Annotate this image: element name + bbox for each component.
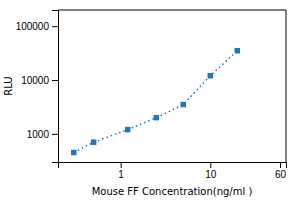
frame xyxy=(286,10,287,162)
marker xyxy=(235,48,240,53)
axis-line xyxy=(52,11,59,163)
tick: 1 xyxy=(118,162,124,180)
marker xyxy=(91,139,96,144)
line xyxy=(74,51,237,153)
tick: 1000 xyxy=(27,129,58,140)
y-axis-title: RLU xyxy=(3,76,14,95)
tick: 10 xyxy=(205,162,217,180)
tick: 100000 xyxy=(16,21,58,32)
tick-mark xyxy=(121,162,122,168)
y-axis: 1000 10000 100000 xyxy=(16,11,59,163)
marker xyxy=(125,127,130,132)
tick: 10000 xyxy=(21,75,58,86)
marker xyxy=(208,73,213,78)
plot: 1 10 60 1000 10000 100000 xyxy=(16,10,287,180)
axis-line xyxy=(59,163,287,169)
marker xyxy=(181,102,186,107)
tick-mark xyxy=(280,162,281,168)
tick-label: 10 xyxy=(205,169,217,180)
marks xyxy=(71,48,240,155)
tick-label: 1000 xyxy=(27,129,50,140)
x-axis-title: Mouse FF Concentration(ng/ml ) xyxy=(92,186,253,197)
tick-label: 10000 xyxy=(21,75,49,86)
marker xyxy=(154,115,159,120)
chart: 1 10 60 1000 10000 100000 Mouse FF Concentrati… xyxy=(0,0,300,200)
marker xyxy=(71,150,76,155)
tick-mark xyxy=(210,162,211,168)
tick-mark xyxy=(52,134,58,135)
tick-label: 1 xyxy=(118,169,124,180)
tick-mark xyxy=(52,26,58,27)
frame xyxy=(58,10,286,11)
tick-label: 100000 xyxy=(16,21,50,32)
x-axis: 1 10 60 xyxy=(59,162,287,180)
tick: 60 xyxy=(275,162,287,180)
tick-label: 60 xyxy=(275,169,287,180)
tick-mark xyxy=(52,80,58,81)
